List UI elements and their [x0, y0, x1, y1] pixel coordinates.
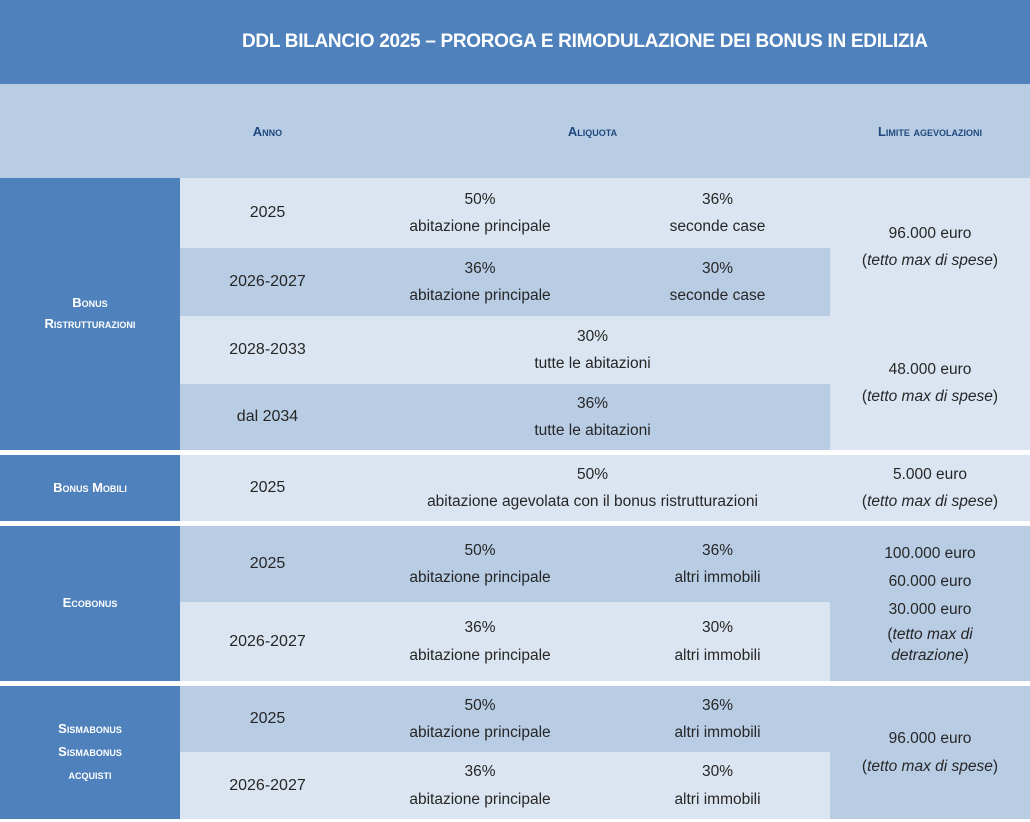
cell-aliquota-seconde: 30% seconde case: [605, 248, 830, 316]
section-bonus-ristrutturazioni: Bonus Ristrutturazioni: [0, 178, 180, 450]
cell-anno: 2026-2027: [180, 752, 355, 819]
section-ecobonus: Ecobonus: [0, 526, 180, 681]
header-anno: Anno: [252, 123, 283, 139]
cell-aliquota-principale: 36% abitazione principale: [355, 602, 605, 681]
section-name-line: Bonus Mobili: [53, 479, 127, 495]
cell-limite: 96.000 euro (tetto max di spese): [830, 178, 1030, 316]
section-divider: [0, 450, 1030, 455]
cell-aliquota-principale: 50% abitazione principale: [355, 178, 605, 248]
section-divider: [0, 521, 1030, 526]
section-sismabonus: Sismabonus Sismabonus acquisti: [0, 686, 180, 819]
cell-anno: 2026-2027: [180, 248, 355, 316]
section-name-line: Ristrutturazioni: [44, 316, 136, 331]
cell-aliquota-altri: 30% altri immobili: [605, 602, 830, 681]
cell-limite: 48.000 euro (tetto max di spese): [830, 316, 1030, 450]
cell-aliquota: 50% abitazione agevolata con il bonus ris…: [355, 455, 830, 521]
cell-anno: 2025: [180, 178, 355, 248]
section-divider: [0, 681, 1030, 686]
section-name-line: Sismabonus: [58, 721, 122, 737]
cell-anno: 2025: [180, 526, 355, 602]
cell-limite: 5.000 euro (tetto max di spese): [830, 455, 1030, 521]
cell-anno: 2025: [180, 686, 355, 752]
cell-limite: 96.000 euro (tetto max di spese): [830, 686, 1030, 819]
cell-aliquota-principale: 36% abitazione principale: [355, 248, 605, 316]
table-header: [0, 84, 1030, 178]
section-name-line: Bonus: [72, 295, 108, 311]
cell-aliquota-altri: 36% altri immobili: [605, 526, 830, 602]
cell-anno: dal 2034: [180, 384, 355, 450]
cell-aliquota: 30% tutte le abitazioni: [355, 316, 830, 384]
cell-aliquota-seconde: 36% seconde case: [605, 178, 830, 248]
cell-aliquota-principale: 36% abitazione principale: [355, 752, 605, 819]
cell-anno: 2025: [180, 455, 355, 521]
section-name-line: Sismabonus: [58, 744, 122, 760]
title-bar: [0, 0, 1030, 84]
cell-aliquota-principale: 50% abitazione principale: [355, 686, 605, 752]
cell-anno: 2026-2027: [180, 602, 355, 681]
cell-anno: 2028-2033: [180, 316, 355, 384]
cell-aliquota: 36% tutte le abitazioni: [355, 384, 830, 450]
cell-aliquota-principale: 50% abitazione principale: [355, 526, 605, 602]
cell-aliquota-altri: 30% altri immobili: [605, 752, 830, 819]
section-name-line: Ecobonus: [62, 595, 118, 611]
header-limite: Limite agevolazioni: [877, 123, 983, 139]
cell-aliquota-altri: 36% altri immobili: [605, 686, 830, 752]
page-title: DDL BILANCIO 2025 – PROROGA E RIMODULAZI…: [242, 31, 928, 52]
cell-limite: 100.000 euro 60.000 euro 30.000 euro (te…: [830, 526, 1030, 681]
header-aliquota: Aliquota: [567, 123, 618, 139]
section-name-line: acquisti: [68, 766, 112, 782]
section-bonus-mobili: Bonus Mobili: [0, 455, 180, 521]
